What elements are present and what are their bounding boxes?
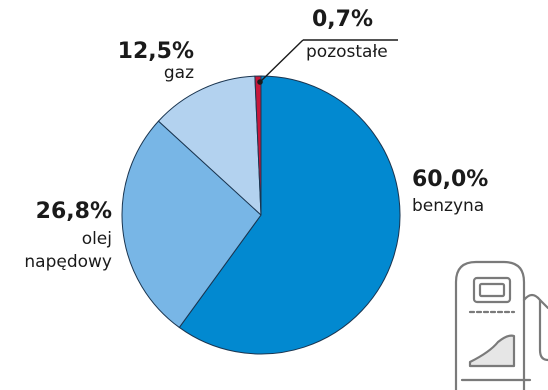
leader-line (259, 39, 304, 83)
benzyna-label: benzyna (412, 196, 484, 216)
olej-label-line1: olej (82, 229, 112, 249)
pie-slice-pozostałe (254, 75, 262, 216)
leader-dot (257, 79, 263, 85)
pozostale-label: pozostałe (306, 42, 388, 62)
gaz-percent: 12,5% (118, 39, 194, 64)
pie-slice-benzyna (178, 75, 401, 355)
pie-slice-gaz (157, 75, 262, 216)
gaz-label: gaz (164, 63, 194, 83)
olej-label-line2: napędowy (24, 252, 112, 272)
fuel-pump-icon (454, 260, 548, 390)
pozostale-percent: 0,7% (312, 7, 373, 32)
olej-percent: 26,8% (36, 199, 112, 224)
pie-slices (121, 75, 401, 355)
pie-slice-olej-napędowy (121, 120, 262, 328)
benzyna-percent: 60,0% (412, 167, 488, 192)
